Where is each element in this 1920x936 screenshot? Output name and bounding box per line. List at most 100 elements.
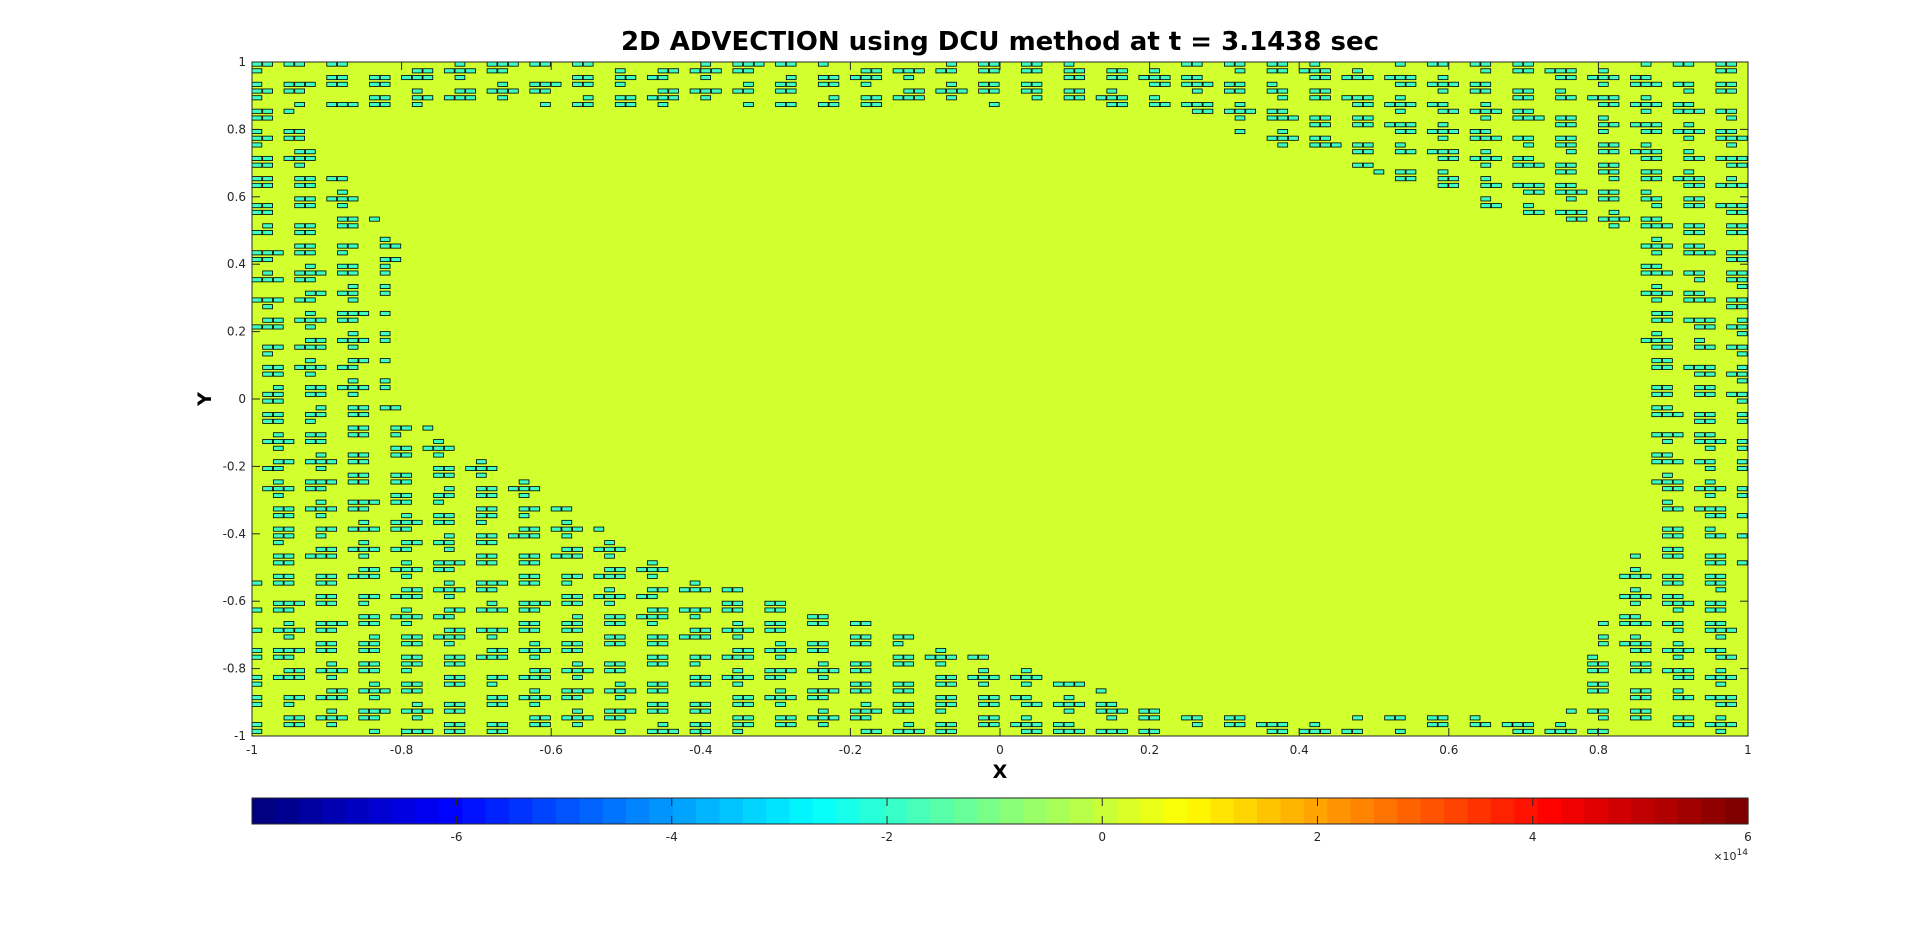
contour-band-cell xyxy=(283,533,295,539)
chart-title: 2D ADVECTION using DCU method at t = 3.1… xyxy=(621,27,1379,57)
contour-band-cell xyxy=(1608,209,1620,215)
contour-band-cell xyxy=(272,573,284,579)
contour-band-cell xyxy=(850,661,861,667)
contour-band-cell xyxy=(732,695,744,701)
contour-band-cell xyxy=(358,553,370,559)
contour-band-cell xyxy=(732,722,744,728)
contour-band-cell xyxy=(1630,594,1641,600)
contour-band-cell xyxy=(294,317,305,323)
contour-band-cell xyxy=(1384,75,1395,81)
contour-band-cell xyxy=(1320,88,1331,94)
contour-band-cell xyxy=(743,674,754,680)
contour-band-cell xyxy=(817,708,829,714)
contour-band-cell xyxy=(668,88,679,94)
contour-band-cell xyxy=(1437,176,1449,182)
contour-band-cell xyxy=(486,580,498,586)
contour-band-cell xyxy=(1715,513,1727,519)
contour-band-cell xyxy=(689,654,701,660)
contour-band-cell xyxy=(1630,600,1641,606)
contour-band-cell xyxy=(604,540,615,546)
contour-band-cell xyxy=(1630,641,1641,647)
contour-band-cell xyxy=(390,492,402,498)
contour-band-cell xyxy=(369,621,380,626)
contour-band-cell xyxy=(454,661,466,667)
contour-band-cell xyxy=(347,337,359,343)
contour-band-cell xyxy=(1598,169,1609,175)
contour-band-cell xyxy=(401,479,412,485)
colorbar-swatch xyxy=(1023,798,1048,824)
contour-band-cell xyxy=(252,95,263,101)
contour-band-cell xyxy=(817,641,829,647)
contour-band-cell xyxy=(529,701,541,707)
contour-band-cell xyxy=(903,728,915,734)
contour-band-cell xyxy=(817,81,829,87)
contour-band-cell xyxy=(1394,102,1406,108)
colorbar-swatch xyxy=(1046,798,1071,824)
contour-band-cell xyxy=(347,196,359,202)
contour-band-cell xyxy=(475,492,487,498)
contour-band-cell xyxy=(369,594,380,600)
contour-band-cell xyxy=(561,519,573,525)
contour-band-cell xyxy=(283,701,295,707)
contour-band-cell xyxy=(1662,337,1673,343)
contour-band-cell xyxy=(1672,526,1684,532)
contour-band-cell xyxy=(1736,331,1748,337)
contour-band-cell xyxy=(369,573,380,579)
contour-band-cell xyxy=(1704,492,1716,498)
contour-band-cell xyxy=(935,708,947,714)
contour-band-cell xyxy=(711,88,722,94)
contour-band-cell xyxy=(347,452,359,458)
x-tick-label: -1 xyxy=(246,743,258,757)
contour-band-cell xyxy=(903,708,915,714)
contour-band-cell xyxy=(1074,88,1086,94)
contour-band-cell xyxy=(1234,108,1246,114)
contour-band-cell xyxy=(326,715,338,721)
contour-band-cell xyxy=(946,95,957,101)
contour-band-cell xyxy=(1715,88,1727,94)
contour-band-cell xyxy=(305,324,316,330)
contour-band-cell xyxy=(379,385,391,391)
contour-band-cell xyxy=(646,75,658,81)
contour-band-cell xyxy=(1683,196,1695,202)
contour-band-cell xyxy=(807,715,818,721)
contour-band-cell xyxy=(1726,135,1737,141)
contour-band-cell xyxy=(614,614,626,620)
contour-band-cell xyxy=(347,216,359,222)
contour-band-cell xyxy=(1683,250,1695,256)
contour-band-cell xyxy=(689,708,701,714)
contour-band-cell xyxy=(1726,674,1737,680)
contour-band-cell xyxy=(1683,176,1695,182)
contour-band-cell xyxy=(1598,681,1609,687)
contour-band-cell xyxy=(1683,149,1695,155)
contour-band-cell xyxy=(326,594,338,600)
x-tick-label: 0.8 xyxy=(1589,743,1608,757)
colorbar-frame xyxy=(251,797,1749,825)
contour-band-cell xyxy=(1020,681,1032,687)
contour-band-cell xyxy=(1736,560,1748,566)
contour-band-cell xyxy=(422,68,434,74)
contour-band-cell xyxy=(1448,149,1460,155)
contour-band-cell xyxy=(572,695,583,701)
contour-band-cell xyxy=(358,337,370,343)
contour-band-cell xyxy=(1662,358,1673,364)
contour-band-cell xyxy=(390,432,402,438)
contour-band-cell xyxy=(347,378,359,384)
contour-band-cell xyxy=(1736,324,1748,330)
contour-band-cell xyxy=(1555,722,1566,728)
contour-band-cell xyxy=(775,621,786,626)
contour-band-cell xyxy=(1608,189,1620,195)
contour-band-cell xyxy=(347,290,359,296)
contour-band-cell xyxy=(657,88,669,94)
contour-band-cell xyxy=(1277,62,1289,67)
contour-band-cell xyxy=(272,398,284,404)
contour-band-cell xyxy=(401,425,412,431)
contour-band-cell xyxy=(272,439,284,445)
contour-band-cell xyxy=(1320,728,1331,734)
contour-band-cell xyxy=(732,668,744,674)
contour-band-cell xyxy=(1608,142,1620,148)
contour-band-cell xyxy=(272,344,284,350)
contour-band-cell xyxy=(657,722,669,728)
contour-band-cell xyxy=(1683,364,1695,370)
contour-band-cell xyxy=(1352,149,1363,155)
contour-band-cell xyxy=(1736,297,1748,303)
